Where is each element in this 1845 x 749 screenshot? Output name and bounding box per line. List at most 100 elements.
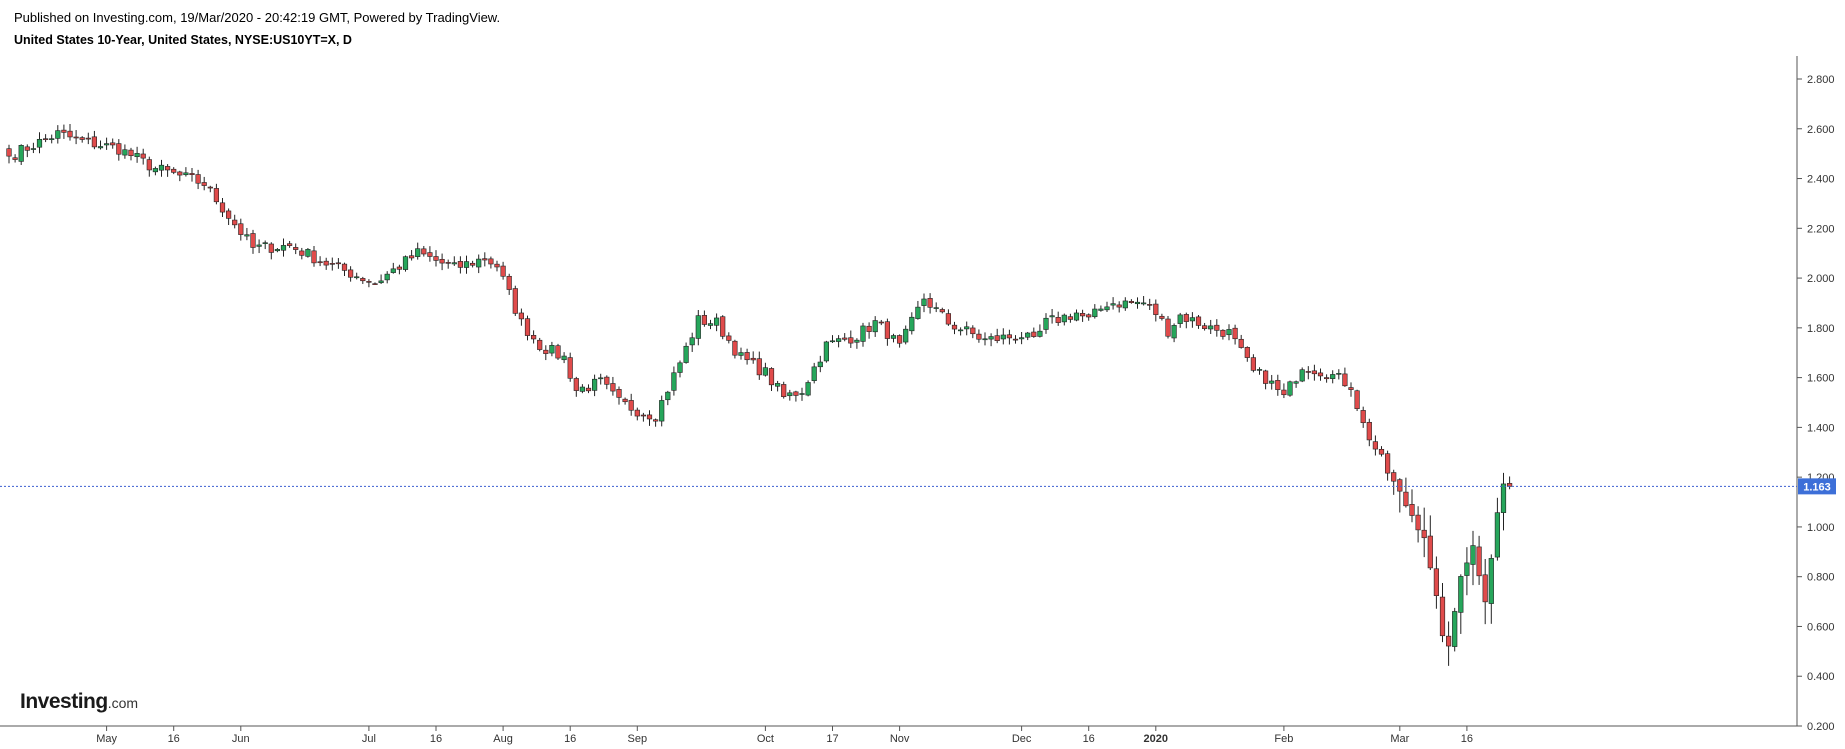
candle-body [140, 153, 146, 159]
candle-body [457, 261, 464, 268]
candle-body [1043, 317, 1049, 330]
candle-body [360, 278, 366, 282]
candle [720, 315, 726, 340]
candle [1348, 382, 1354, 397]
candle-body [1238, 338, 1244, 348]
candle [30, 142, 37, 154]
candle-body [207, 186, 213, 189]
time-tick-label: 16 [1083, 733, 1095, 745]
candle [835, 335, 842, 348]
candle-body [579, 386, 585, 392]
candle [280, 238, 287, 257]
candle [274, 248, 281, 253]
candle [1494, 497, 1500, 561]
candle [665, 390, 671, 406]
candle-body [744, 352, 750, 361]
candle [848, 330, 854, 348]
candle [683, 342, 689, 364]
candle-body [171, 168, 177, 173]
candle-body [1464, 562, 1470, 576]
candle-body [415, 248, 421, 257]
price-tick-label: 2.800 [1807, 74, 1835, 86]
candle-body [549, 345, 555, 354]
candle [1202, 322, 1208, 331]
candle [1415, 506, 1421, 543]
candle [207, 185, 213, 193]
candle [122, 144, 128, 159]
candle-body [427, 252, 433, 257]
candle [390, 262, 396, 274]
candle [671, 366, 677, 396]
candle-body [372, 283, 378, 285]
candle-body [872, 320, 878, 333]
candle [781, 381, 787, 399]
symbol-title: United States 10-Year, United States, NY… [14, 33, 352, 47]
candle [1403, 477, 1409, 508]
candle [195, 169, 201, 190]
candle [677, 360, 683, 378]
candle [829, 335, 836, 344]
candle [939, 307, 945, 314]
candle [732, 339, 738, 359]
candle-body [158, 164, 165, 171]
candle [1446, 621, 1452, 666]
candle-body [30, 148, 37, 150]
candle-body [201, 182, 207, 186]
candle-body [1281, 389, 1287, 396]
candle-body [1177, 314, 1183, 324]
candle [1147, 298, 1153, 310]
candle [982, 332, 988, 346]
candle [488, 256, 494, 269]
candle-body [1183, 314, 1189, 322]
candle-body [85, 137, 91, 140]
candle [957, 327, 964, 336]
candle [1220, 329, 1226, 340]
candle [1006, 329, 1012, 345]
candle [1061, 313, 1067, 326]
candle [439, 253, 445, 271]
candle-body [695, 315, 701, 339]
candle [1098, 305, 1104, 312]
candle [1470, 530, 1476, 586]
candle-body [439, 258, 445, 264]
candle [524, 315, 531, 341]
candle [1110, 297, 1116, 310]
candle [61, 124, 67, 139]
candle-body [787, 392, 793, 397]
candle-body [512, 288, 518, 314]
candlestick-series [6, 124, 1513, 666]
candle-body [1110, 303, 1116, 306]
candle-body [219, 202, 226, 213]
candle [1452, 607, 1458, 652]
candle [286, 240, 293, 248]
candle-body [909, 316, 915, 332]
candle-body [939, 309, 945, 313]
candle [695, 310, 701, 346]
candle [360, 276, 366, 284]
candle [903, 325, 909, 345]
candle-body [945, 313, 951, 325]
candle [598, 373, 604, 385]
candle-body [226, 210, 232, 219]
candle-body [280, 245, 287, 251]
candle-body [1080, 313, 1086, 317]
candle-body [152, 168, 159, 173]
candle [1324, 374, 1330, 383]
candle [573, 376, 579, 397]
candle-body [1037, 330, 1043, 337]
candle [232, 214, 238, 229]
candle [915, 300, 921, 320]
candle-body [1153, 303, 1159, 315]
candle-body [97, 146, 104, 149]
candle [256, 239, 262, 254]
candle [872, 316, 878, 337]
candle [585, 384, 592, 394]
candle [817, 355, 823, 373]
candle-body [1134, 301, 1141, 305]
candle-body [61, 129, 67, 133]
candle-body [494, 263, 500, 268]
candle-body [55, 130, 61, 139]
candle-body [451, 262, 457, 265]
candle-body [964, 326, 970, 330]
